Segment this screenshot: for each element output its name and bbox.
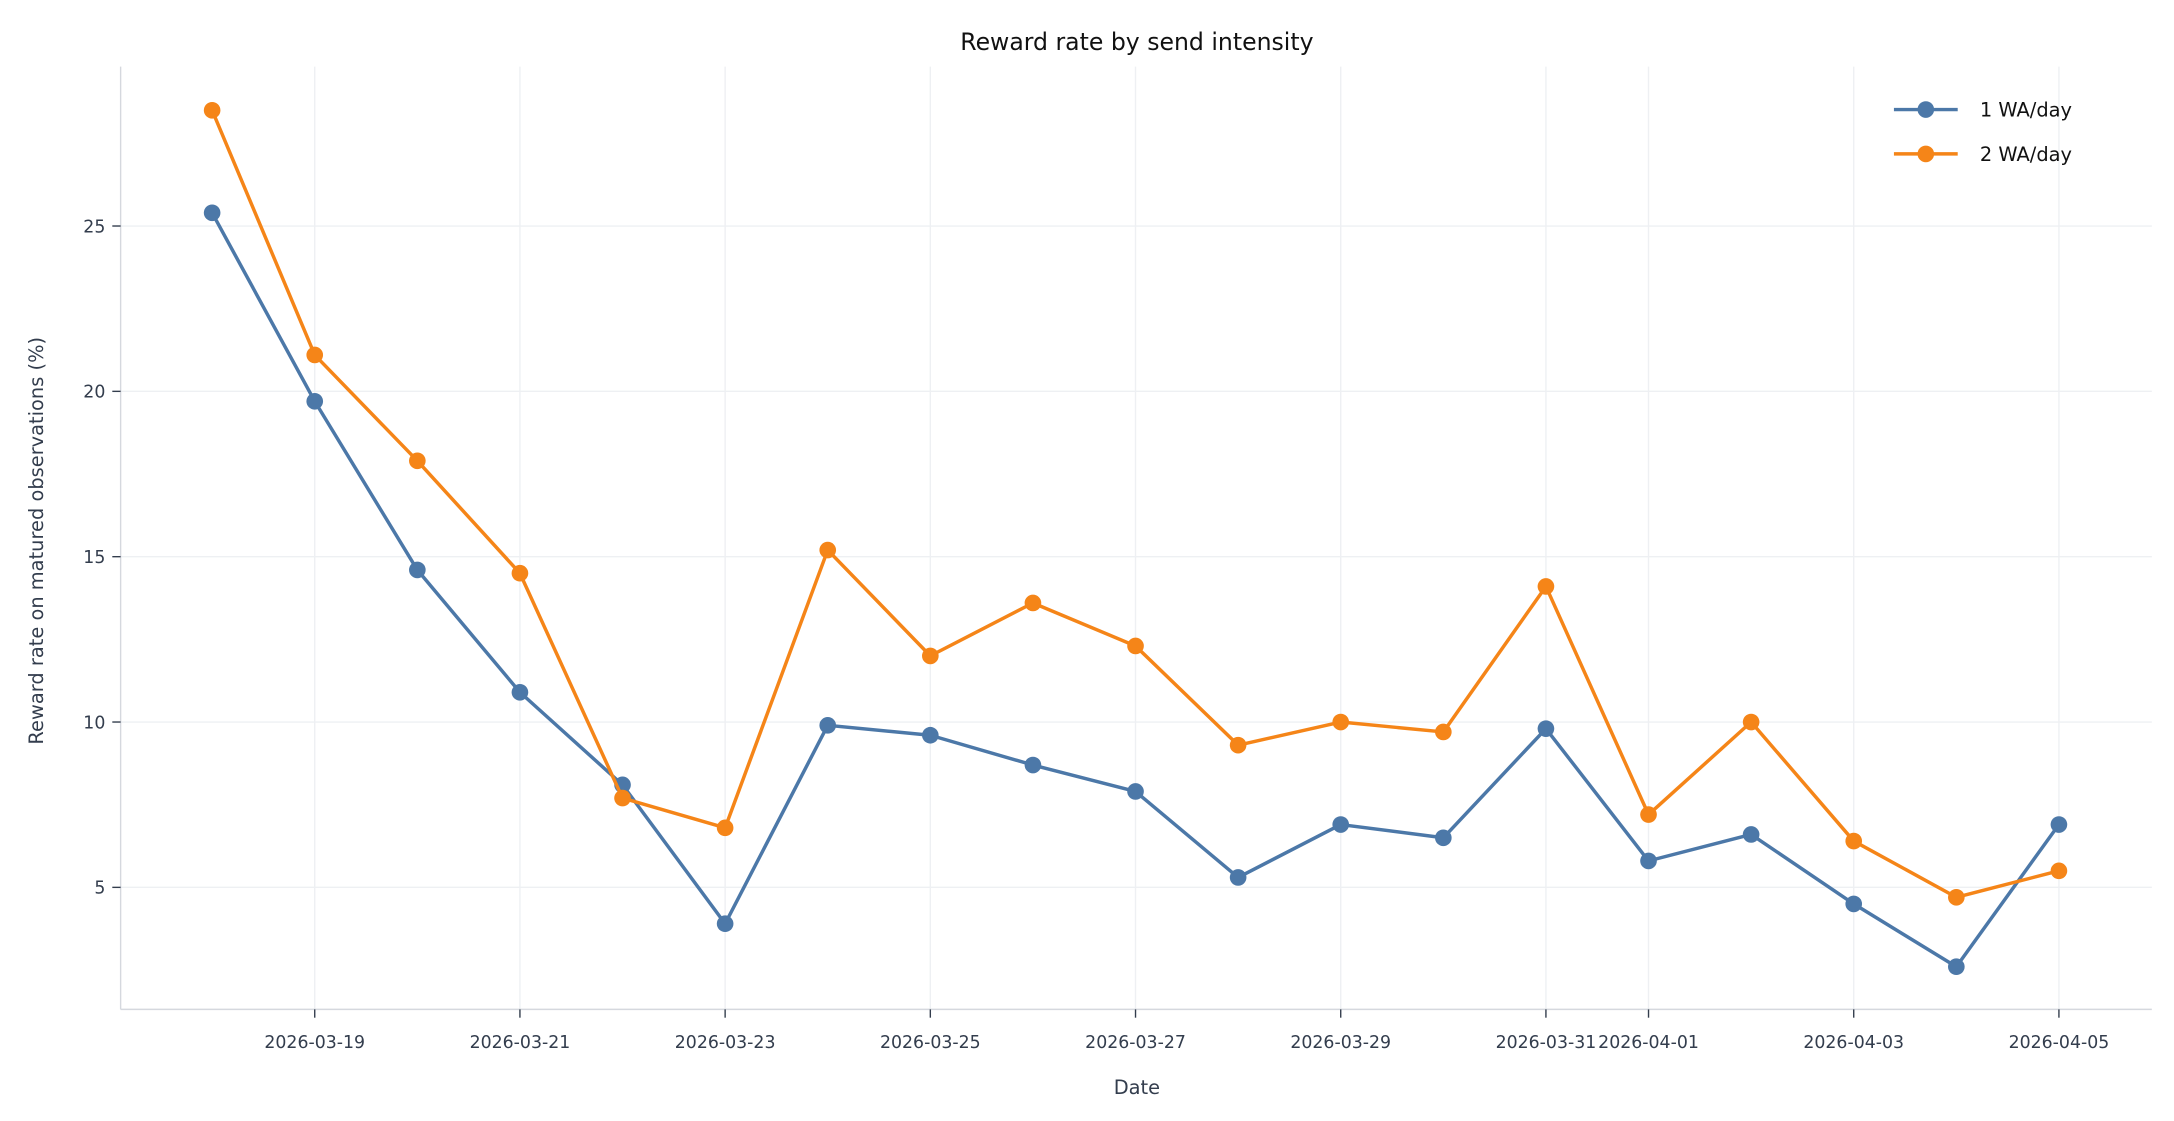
y-ticks: 5 10 15 20 25 (83, 217, 121, 899)
data-point (819, 717, 837, 734)
data-point (1948, 958, 1965, 976)
data-point (716, 819, 734, 837)
data-point (1537, 720, 1555, 737)
legend-label-2: 2 WA/day (1980, 143, 2072, 166)
x-tick-label: 2026-03-19 (264, 1033, 365, 1053)
data-point (1435, 829, 1452, 847)
data-point (511, 683, 529, 701)
data-point (1332, 816, 1350, 833)
y-tick-label: 25 (83, 217, 105, 237)
data-point (1640, 852, 1657, 870)
x-ticks: 2026-03-19 2026-03-21 2026-03-23 2026-03-25… (264, 1009, 2109, 1053)
data-point (1229, 869, 1247, 886)
data-point (203, 101, 221, 119)
data-point (306, 346, 324, 364)
data-point (1640, 806, 1657, 823)
data-point (819, 541, 837, 559)
y-tick-label: 15 (83, 548, 105, 568)
data-point (1845, 895, 1863, 913)
data-point (1948, 888, 1965, 906)
y-axis-label: Reward rate on matured observations (%) (25, 337, 48, 745)
data-point (1024, 594, 1042, 612)
x-tick-label: 2026-04-01 (1598, 1033, 1699, 1053)
data-point (2050, 816, 2068, 833)
data-point (409, 452, 426, 470)
data-point (716, 915, 734, 933)
data-point (614, 789, 631, 807)
y-tick-label: 10 (83, 713, 105, 733)
legend-marker-2 (1917, 145, 1935, 163)
legend-marker-1 (1917, 101, 1935, 118)
data-point (1332, 713, 1350, 731)
x-tick-label: 2026-03-21 (470, 1033, 571, 1053)
data-point (922, 726, 939, 744)
x-tick-label: 2026-03-27 (1085, 1033, 1186, 1053)
x-tick-label: 2026-04-05 (2009, 1033, 2110, 1053)
data-point (1024, 756, 1042, 774)
data-point (1537, 578, 1555, 595)
x-tick-label: 2026-03-31 (1496, 1033, 1597, 1053)
data-point (1742, 826, 1760, 843)
legend-label-1: 1 WA/day (1980, 98, 2072, 121)
data-point (409, 561, 426, 579)
axes (119, 66, 2152, 1011)
y-tick-label: 5 (94, 879, 105, 899)
data-point (511, 564, 529, 582)
data-point (1229, 736, 1247, 754)
data-point (1845, 832, 1863, 850)
x-axis-label: Date (1114, 1076, 1160, 1099)
data-point (1127, 783, 1144, 800)
x-tick-label: 2026-03-23 (675, 1033, 776, 1053)
data-point (203, 204, 221, 222)
series-2 (203, 101, 2068, 906)
legend: 1 WA/day 2 WA/day (1893, 98, 2072, 166)
y-tick-label: 20 (83, 383, 105, 403)
chart-title: Reward rate by send intensity (960, 28, 1313, 56)
series-1 (203, 204, 2068, 976)
data-point (306, 392, 324, 410)
series-group (203, 101, 2068, 976)
data-point (922, 647, 939, 665)
x-tick-label: 2026-03-25 (880, 1033, 981, 1053)
x-tick-label: 2026-04-03 (1803, 1033, 1904, 1053)
data-point (1742, 713, 1760, 731)
data-point (1435, 723, 1452, 741)
grid (120, 66, 2152, 1010)
data-point (2050, 862, 2068, 880)
data-point (1127, 637, 1144, 655)
x-tick-label: 2026-03-29 (1290, 1033, 1391, 1053)
